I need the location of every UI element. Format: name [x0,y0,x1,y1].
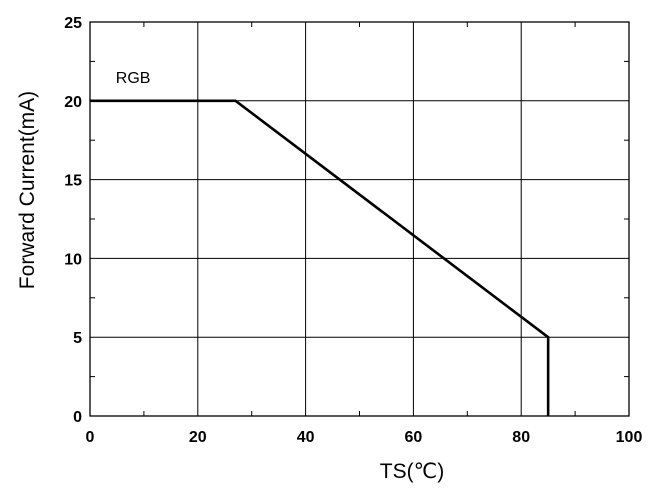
y-tick-label: 20 [64,94,82,111]
y-tick-label: 5 [73,330,82,347]
y-tick-label: 15 [64,173,82,190]
x-tick-label: 80 [512,429,530,446]
y-tick-label: 10 [64,251,82,268]
chart-grid [90,22,629,416]
y-axis-label: Forward Current(mA) [16,91,39,289]
series-annotation: RGB [116,70,151,87]
minor-ticks [90,22,629,416]
x-tick-label: 60 [405,429,423,446]
x-tick-label: 100 [616,429,643,446]
y-tick-label: 25 [64,15,82,32]
series-layer [90,99,550,416]
series-line-rgb [90,99,550,416]
x-tick-label: 0 [86,429,95,446]
annotations: RGB [116,70,151,87]
x-tick-label: 20 [189,429,207,446]
plot-frame [89,21,630,417]
x-axis-label: TS(℃) [380,460,444,483]
x-tick-label: 40 [297,429,315,446]
x-tick-labels: 0 20 40 60 80 100 [86,429,643,446]
y-tick-label: 0 [73,409,82,426]
y-tick-labels: 0 5 10 15 20 25 [64,15,82,426]
